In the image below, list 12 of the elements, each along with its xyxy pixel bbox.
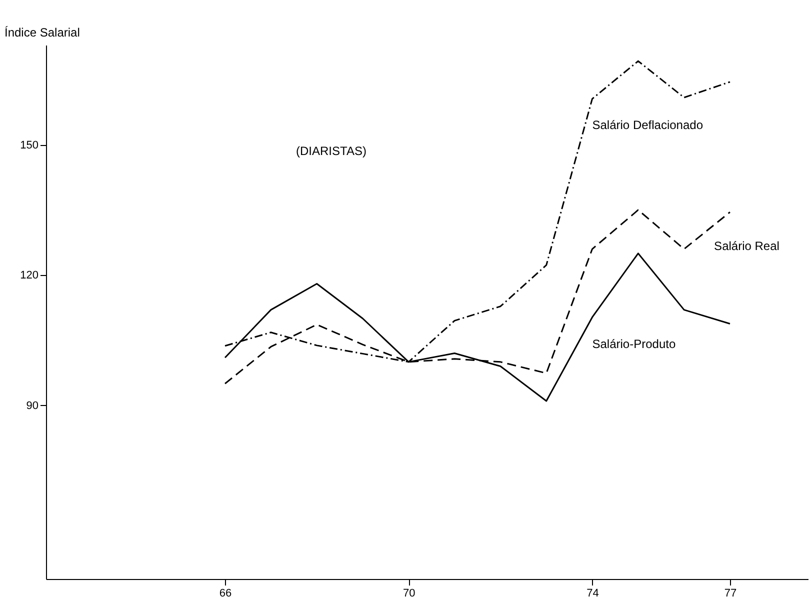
series-label: Salário-Produto <box>592 337 676 352</box>
y-tick-label: 120 <box>20 270 38 282</box>
x-tick-label: 77 <box>724 588 737 600</box>
text: (DIARISTAS) <box>296 144 366 158</box>
series-label: Salário Deflacionado <box>592 118 704 132</box>
x-tick-label: 74 <box>586 588 599 600</box>
y-tick-label: 90 <box>26 400 38 412</box>
series-label: Salário Real <box>714 239 780 254</box>
x-tick-label: 66 <box>219 588 232 600</box>
y-tick-label: 150 <box>20 139 38 152</box>
y-axis-title: Índice Salarial <box>4 26 80 40</box>
x-tick-label: 70 <box>403 588 416 600</box>
